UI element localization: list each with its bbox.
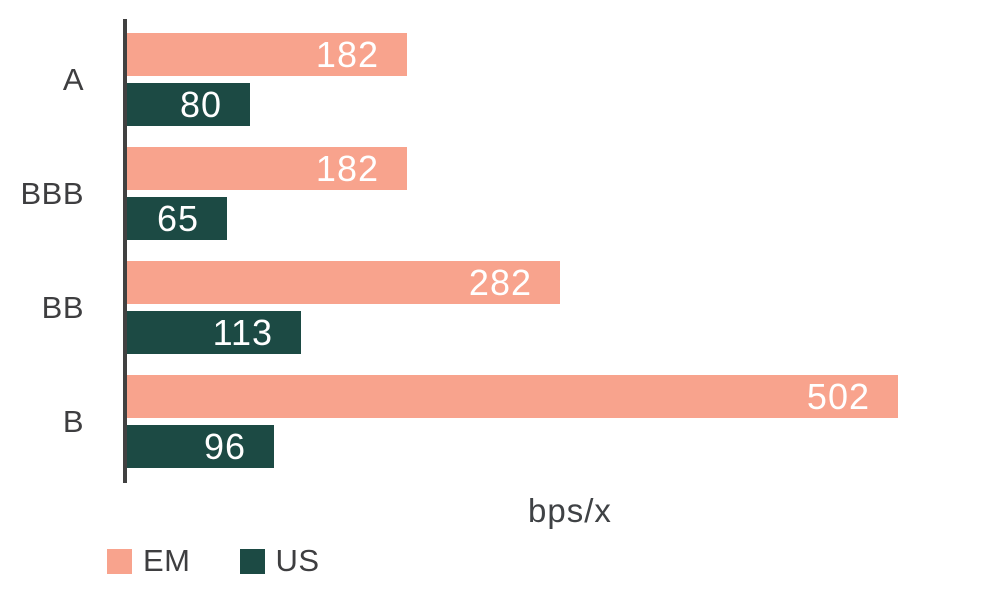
bar-us-a: 80 [127, 83, 250, 126]
legend-label-us: US [275, 543, 320, 578]
bar-value-label: 182 [315, 148, 379, 189]
bar-em-b: 502 [127, 375, 898, 418]
bar-em-bb: 282 [127, 261, 560, 304]
bar-value-label: 502 [806, 376, 870, 417]
bar-value-label: 65 [156, 198, 199, 239]
bar-value-label: 282 [468, 262, 532, 303]
bar-em-a: 182 [127, 33, 407, 76]
category-label-bbb: BBB [20, 175, 84, 211]
x-axis-label: bps/x [528, 492, 612, 529]
legend-label-em: EM [143, 543, 191, 578]
bar-value-label: 182 [315, 34, 379, 75]
bar-value-label: 113 [212, 312, 273, 353]
legend-item-us: US [239, 543, 320, 579]
category-label-bb: BB [41, 289, 84, 325]
bar-value-label: 96 [203, 426, 246, 467]
bar-em-bbb: 182 [127, 147, 407, 190]
category-label-a: A [62, 61, 84, 97]
bar-us-bbb: 65 [127, 197, 227, 240]
category-label-b: B [62, 403, 84, 439]
bar-us-b: 96 [127, 425, 274, 468]
legend-swatch-em [107, 548, 132, 574]
y-axis-line [123, 19, 127, 483]
bar-value-label: 80 [179, 84, 222, 125]
bar-us-bb: 113 [127, 311, 301, 354]
legend-item-em: EM [107, 543, 191, 579]
legend-swatch-us [239, 548, 265, 574]
legend: EM US [107, 543, 320, 579]
